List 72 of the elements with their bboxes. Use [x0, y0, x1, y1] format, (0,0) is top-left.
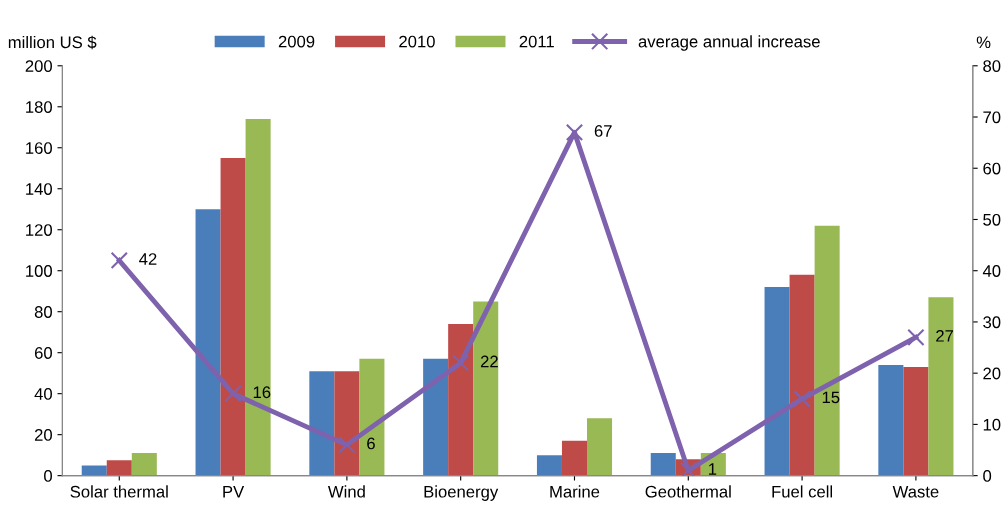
y2-tick-label: 20: [983, 367, 1001, 380]
bar: [928, 297, 954, 476]
bar: [561, 440, 588, 476]
x-tick-label: Bioenergy: [424, 485, 499, 501]
x-tick-label: Waste: [892, 485, 939, 498]
bar: [220, 158, 246, 476]
bar: [814, 225, 840, 476]
legend-label: 2009: [278, 35, 315, 48]
data-label: 22: [480, 355, 498, 368]
legend-label: average annual increase: [638, 35, 820, 51]
y2-tick-label: 50: [983, 213, 1001, 226]
legend-label: 2011: [519, 35, 554, 48]
bar: [309, 371, 335, 476]
bar: [81, 465, 107, 476]
y2-tick-label: 10: [983, 418, 1001, 431]
bar: [359, 358, 385, 476]
y-tick-label: 40: [34, 388, 52, 400]
y-tick-label: 0: [44, 470, 52, 482]
data-label: 67: [594, 125, 612, 137]
bar: [764, 287, 790, 476]
bar: [878, 364, 904, 476]
y-tick-label: 80: [34, 306, 52, 318]
y-tick-label: 100: [26, 265, 52, 277]
y-tick-label: 120: [26, 224, 52, 236]
y2-tick-label: 70: [983, 111, 1001, 124]
data-label: 6: [367, 437, 375, 450]
x-tick-label: Fuel cell: [772, 485, 833, 498]
bar: [650, 453, 676, 476]
x-tick-label: Wind: [327, 485, 365, 498]
data-label: 15: [822, 391, 840, 404]
bar: [473, 301, 499, 476]
bar: [423, 358, 449, 476]
y2-tick-label: 80: [983, 60, 1001, 72]
y-tick-label: 200: [25, 60, 52, 72]
bar: [334, 371, 360, 476]
bar: [903, 367, 929, 476]
x-tick-label: Solar thermal: [70, 485, 168, 498]
legend-label: 2010: [399, 35, 435, 48]
bar: [106, 460, 132, 476]
data-label: 42: [139, 253, 157, 265]
y2-tick-label: 40: [982, 265, 1001, 277]
y-tick-label: 140: [26, 183, 52, 195]
point: [338, 436, 356, 454]
y-axis-title: million US $: [8, 35, 97, 50]
bar: [245, 119, 271, 476]
bar: [789, 274, 815, 476]
point: [565, 123, 584, 142]
y2-tick-label: 60: [983, 162, 1001, 175]
x-tick-label: PV: [223, 485, 245, 498]
x-tick-label: Marine: [550, 485, 600, 498]
point: [679, 461, 697, 476]
point: [793, 390, 811, 408]
bar: [536, 455, 562, 476]
point: [110, 251, 128, 270]
y2-axis-title: %: [976, 36, 991, 49]
bar: [587, 418, 613, 476]
y2-tick-label: 30: [983, 316, 1001, 329]
y2-tick-label: 0: [983, 470, 992, 482]
bar: [131, 453, 157, 476]
y-tick-label: 60: [34, 347, 52, 359]
point: [907, 328, 925, 346]
data-label: 27: [936, 329, 954, 342]
y-tick-label: 180: [26, 101, 52, 113]
point: [224, 384, 242, 403]
x-tick-label: Geothermal: [645, 485, 731, 498]
bar: [448, 323, 474, 476]
y-tick-label: 160: [26, 142, 52, 154]
data-label: 1: [709, 463, 717, 475]
bar: [195, 209, 221, 476]
y-tick-label: 20: [34, 429, 52, 441]
data-label: 16: [253, 386, 271, 399]
point: [452, 354, 470, 372]
